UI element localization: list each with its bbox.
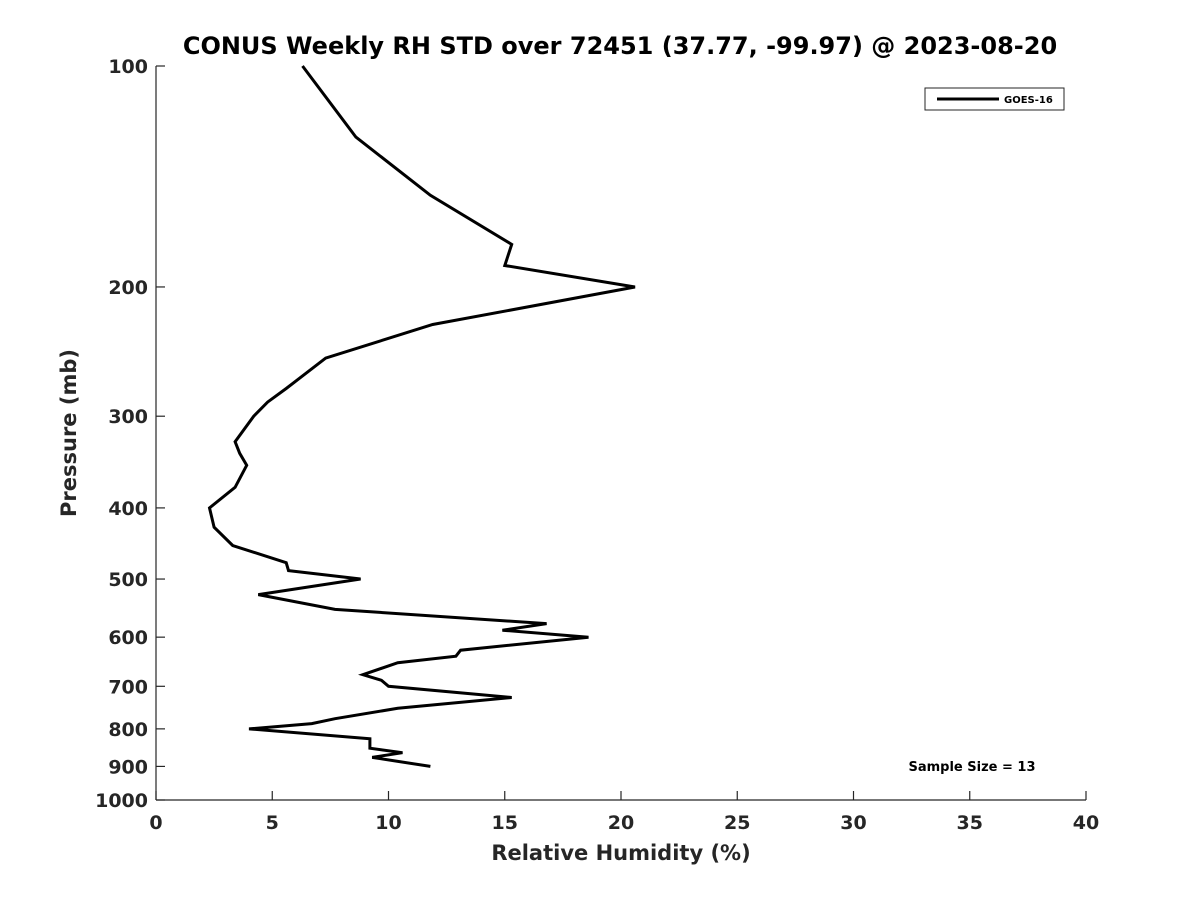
y-tick-label: 700 bbox=[108, 676, 148, 698]
y-tick-label: 800 bbox=[108, 719, 148, 741]
axes: 0 5 10 15 20 25 30 35 40 100 200 300 400 500 600 700 80… bbox=[95, 56, 1099, 834]
y-tick-label: 1000 bbox=[95, 790, 148, 812]
sample-size-note: Sample Size = 13 bbox=[908, 760, 1035, 775]
x-tick-label: 5 bbox=[266, 812, 279, 834]
series-line-goes-16 bbox=[207, 65, 636, 768]
x-tick-label: 35 bbox=[957, 812, 983, 834]
y-tick-label: 900 bbox=[108, 756, 148, 778]
chart-title: CONUS Weekly RH STD over 72451 (37.77, -… bbox=[183, 32, 1057, 60]
y-tick-label: 100 bbox=[108, 56, 148, 78]
y-tick-label: 300 bbox=[108, 406, 148, 428]
x-tick-label: 20 bbox=[608, 812, 634, 834]
x-tick-label: 40 bbox=[1073, 812, 1099, 834]
y-ticks: 100 200 300 400 500 600 700 800 900 1000 bbox=[95, 56, 165, 812]
y-tick-label: 600 bbox=[108, 627, 148, 649]
y-tick-label: 400 bbox=[108, 498, 148, 520]
legend: GOES-16 bbox=[924, 87, 1065, 111]
x-tick-label: 0 bbox=[149, 812, 162, 834]
x-axis-label: Relative Humidity (%) bbox=[491, 841, 750, 865]
y-tick-label: 200 bbox=[108, 277, 148, 299]
x-tick-label: 25 bbox=[724, 812, 750, 834]
legend-label: GOES-16 bbox=[1004, 95, 1053, 106]
x-ticks: 0 5 10 15 20 25 30 35 40 bbox=[149, 791, 1099, 834]
x-tick-label: 10 bbox=[375, 812, 401, 834]
plot-series bbox=[207, 65, 636, 768]
x-tick-label: 15 bbox=[492, 812, 518, 834]
y-axis-label: Pressure (mb) bbox=[57, 349, 81, 517]
y-tick-label: 500 bbox=[108, 569, 148, 591]
x-tick-label: 30 bbox=[840, 812, 866, 834]
